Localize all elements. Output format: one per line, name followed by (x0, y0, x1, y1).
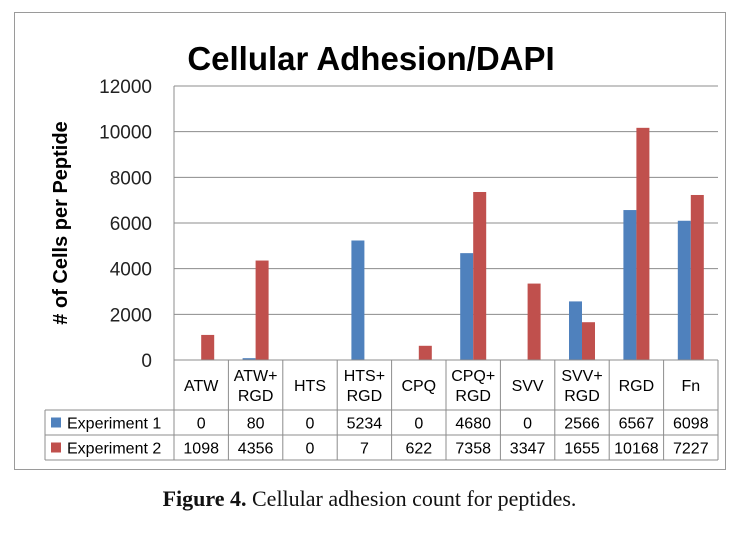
y-axis-label: # of Cells per Peptide (50, 121, 72, 324)
legend-label: Experiment 1 (67, 416, 161, 433)
x-tick-label: RGD (619, 378, 655, 395)
bar (418, 345, 432, 360)
x-tick-label: RGD (238, 388, 274, 405)
chart-title: Cellular Adhesion/DAPI (187, 40, 554, 77)
y-tick-label: 10000 (99, 123, 152, 144)
y-tick-label: 0 (141, 351, 152, 372)
data-label: 6567 (619, 416, 655, 433)
bar (677, 220, 691, 360)
data-label: 3347 (510, 441, 546, 458)
data-label: 5234 (347, 416, 383, 433)
data-label: 7 (360, 441, 369, 458)
data-label: 0 (523, 416, 532, 433)
x-tick-label: RGD (564, 388, 600, 405)
caption-label: Figure 4. (162, 486, 247, 511)
data-label: 0 (306, 441, 315, 458)
data-label: 10168 (614, 441, 659, 458)
y-tick-label: 2000 (110, 305, 152, 326)
data-label: 0 (306, 416, 315, 433)
caption-text: Cellular adhesion count for peptides. (246, 486, 577, 511)
legend-key (51, 417, 61, 428)
x-tick-label: ATW (184, 378, 219, 395)
bar (636, 127, 650, 361)
x-tick-label: HTS (294, 378, 326, 395)
bar (242, 358, 256, 360)
x-tick-label: RGD (347, 388, 383, 405)
y-tick-label: 12000 (99, 77, 152, 98)
x-tick-label: SVV+ (561, 368, 602, 385)
data-label: 7227 (673, 441, 709, 458)
bar (201, 334, 215, 360)
data-label: 622 (405, 441, 432, 458)
y-tick-label: 6000 (110, 214, 152, 235)
x-tick-label: Fn (681, 378, 700, 395)
data-label: 80 (247, 416, 265, 433)
data-label: 1098 (183, 441, 219, 458)
legend-label: Experiment 2 (67, 441, 161, 458)
data-label: 1655 (564, 441, 600, 458)
bar (255, 260, 269, 360)
bar-chart: Cellular Adhesion/DAPI # of Cells per Pep… (44, 40, 719, 461)
bar (623, 210, 637, 360)
data-label: 0 (414, 416, 423, 433)
x-tick-label: SVV (512, 378, 544, 395)
x-tick-label: RGD (455, 388, 491, 405)
x-tick-label: CPQ (401, 378, 436, 395)
data-label: 2566 (564, 416, 600, 433)
x-tick-label: CPQ+ (451, 368, 495, 385)
bar (473, 191, 487, 360)
bar (582, 322, 595, 360)
x-tick-label: ATW+ (234, 368, 278, 385)
bar (460, 253, 474, 360)
bar (351, 240, 365, 360)
bar (527, 283, 541, 360)
y-tick-label: 8000 (110, 168, 152, 189)
data-label: 4680 (455, 416, 491, 433)
data-label: 6098 (673, 416, 709, 433)
y-tick-label: 4000 (110, 260, 152, 281)
chart-frame: Cellular Adhesion/DAPI # of Cells per Pep… (14, 12, 726, 470)
x-tick-label: HTS+ (344, 368, 385, 385)
data-label: 4356 (238, 441, 274, 458)
data-label: 0 (197, 416, 206, 433)
legend-key (51, 442, 61, 453)
data-label: 7358 (455, 441, 491, 458)
bar (569, 301, 582, 360)
bar (690, 194, 704, 360)
figure-caption: Figure 4. Cellular adhesion count for pe… (0, 486, 739, 512)
